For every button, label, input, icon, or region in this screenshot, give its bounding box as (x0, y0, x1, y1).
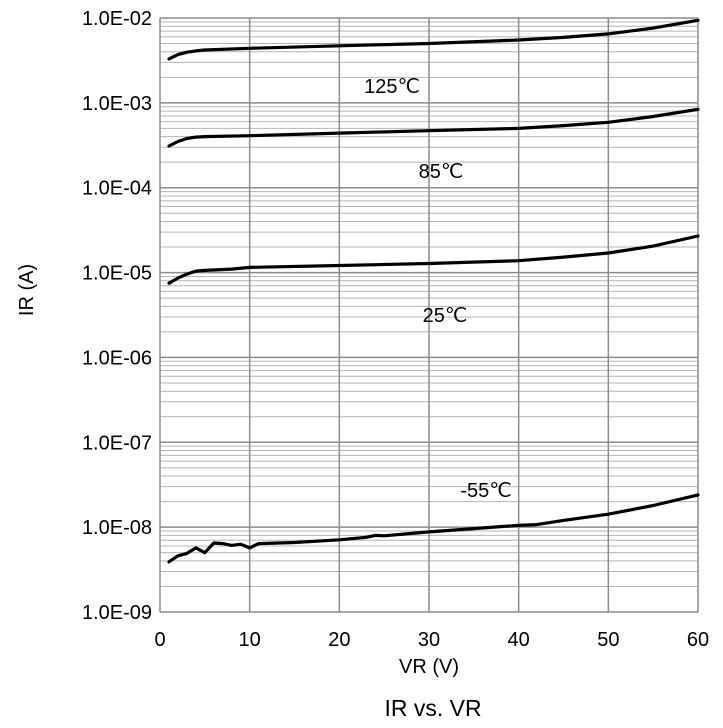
x-tick-label: 40 (508, 629, 530, 651)
series-label: 25℃ (423, 305, 468, 327)
y-tick-label: 1.0E-07 (82, 432, 152, 454)
y-tick-label: 1.0E-09 (82, 602, 152, 624)
x-tick-label: 10 (239, 629, 261, 651)
series-lines (167, 18, 700, 564)
series-line (167, 107, 700, 148)
x-tick-label: 20 (328, 629, 350, 651)
x-tick-label: 0 (154, 629, 165, 651)
x-tick-label: 50 (597, 629, 619, 651)
grid (159, 17, 699, 613)
series-label: -55℃ (460, 480, 511, 502)
x-tick-label: 60 (687, 629, 709, 651)
series-label: 125℃ (364, 76, 420, 98)
x-tick-label: 30 (418, 629, 440, 651)
series-line (167, 493, 700, 564)
y-axis-title: IR (A) (16, 264, 38, 316)
chart-title: IR vs. VR (384, 695, 481, 721)
tick-labels: 0 10 20 30 40 50 60 1.0E-09 1.0E-08 1.0E-07 1.0E-0… (82, 8, 709, 651)
y-tick-label: 1.0E-02 (82, 8, 152, 30)
series-line (167, 234, 700, 285)
y-tick-label: 1.0E-03 (82, 93, 152, 115)
y-tick-label: 1.0E-05 (82, 263, 152, 285)
series-label: 85℃ (419, 161, 464, 183)
y-tick-label: 1.0E-08 (82, 517, 152, 539)
x-axis-title: VR (V) (399, 656, 459, 678)
y-tick-label: 1.0E-04 (82, 178, 152, 200)
series-line (167, 18, 700, 61)
y-tick-label: 1.0E-06 (82, 347, 152, 369)
